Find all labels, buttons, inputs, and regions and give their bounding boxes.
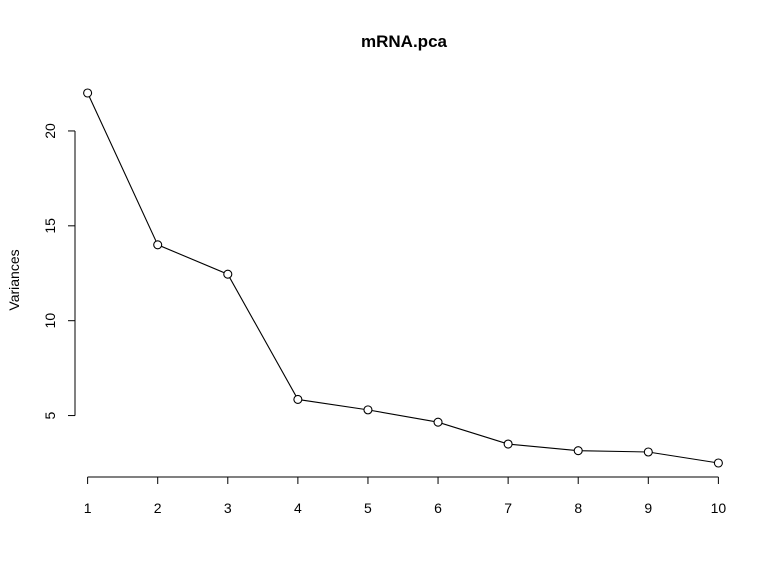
y-tick-label: 5 (42, 411, 58, 419)
x-axis: 1 2 3 4 5 6 7 8 9 10 (84, 476, 727, 516)
data-point (83, 88, 93, 98)
data-point (293, 394, 303, 404)
y-axis: 5 10 15 20 (42, 123, 76, 419)
y-tick-label: 20 (42, 123, 58, 139)
x-tick-label: 8 (574, 500, 582, 516)
chart-title: mRNA.pca (361, 32, 448, 51)
x-tick-label: 6 (434, 500, 442, 516)
data-point (223, 269, 233, 279)
x-tick-label: 7 (504, 500, 512, 516)
x-tick-label: 1 (84, 500, 92, 516)
data-point (363, 405, 373, 415)
x-tick-label: 5 (364, 500, 372, 516)
data-point (713, 458, 723, 468)
series-variances (83, 88, 723, 468)
y-tick-label: 10 (42, 313, 58, 329)
y-axis-label: Variances (6, 249, 22, 310)
x-tick-label: 3 (224, 500, 232, 516)
data-point (643, 447, 653, 457)
data-point (153, 240, 163, 250)
x-tick-label: 9 (644, 500, 652, 516)
x-tick-label: 10 (711, 500, 727, 516)
data-point (433, 417, 443, 427)
x-tick-label: 2 (154, 500, 162, 516)
data-point (503, 439, 513, 449)
y-tick-label: 15 (42, 218, 58, 234)
series-line (87, 92, 719, 464)
x-tick-label: 4 (294, 500, 302, 516)
data-point (573, 446, 583, 456)
